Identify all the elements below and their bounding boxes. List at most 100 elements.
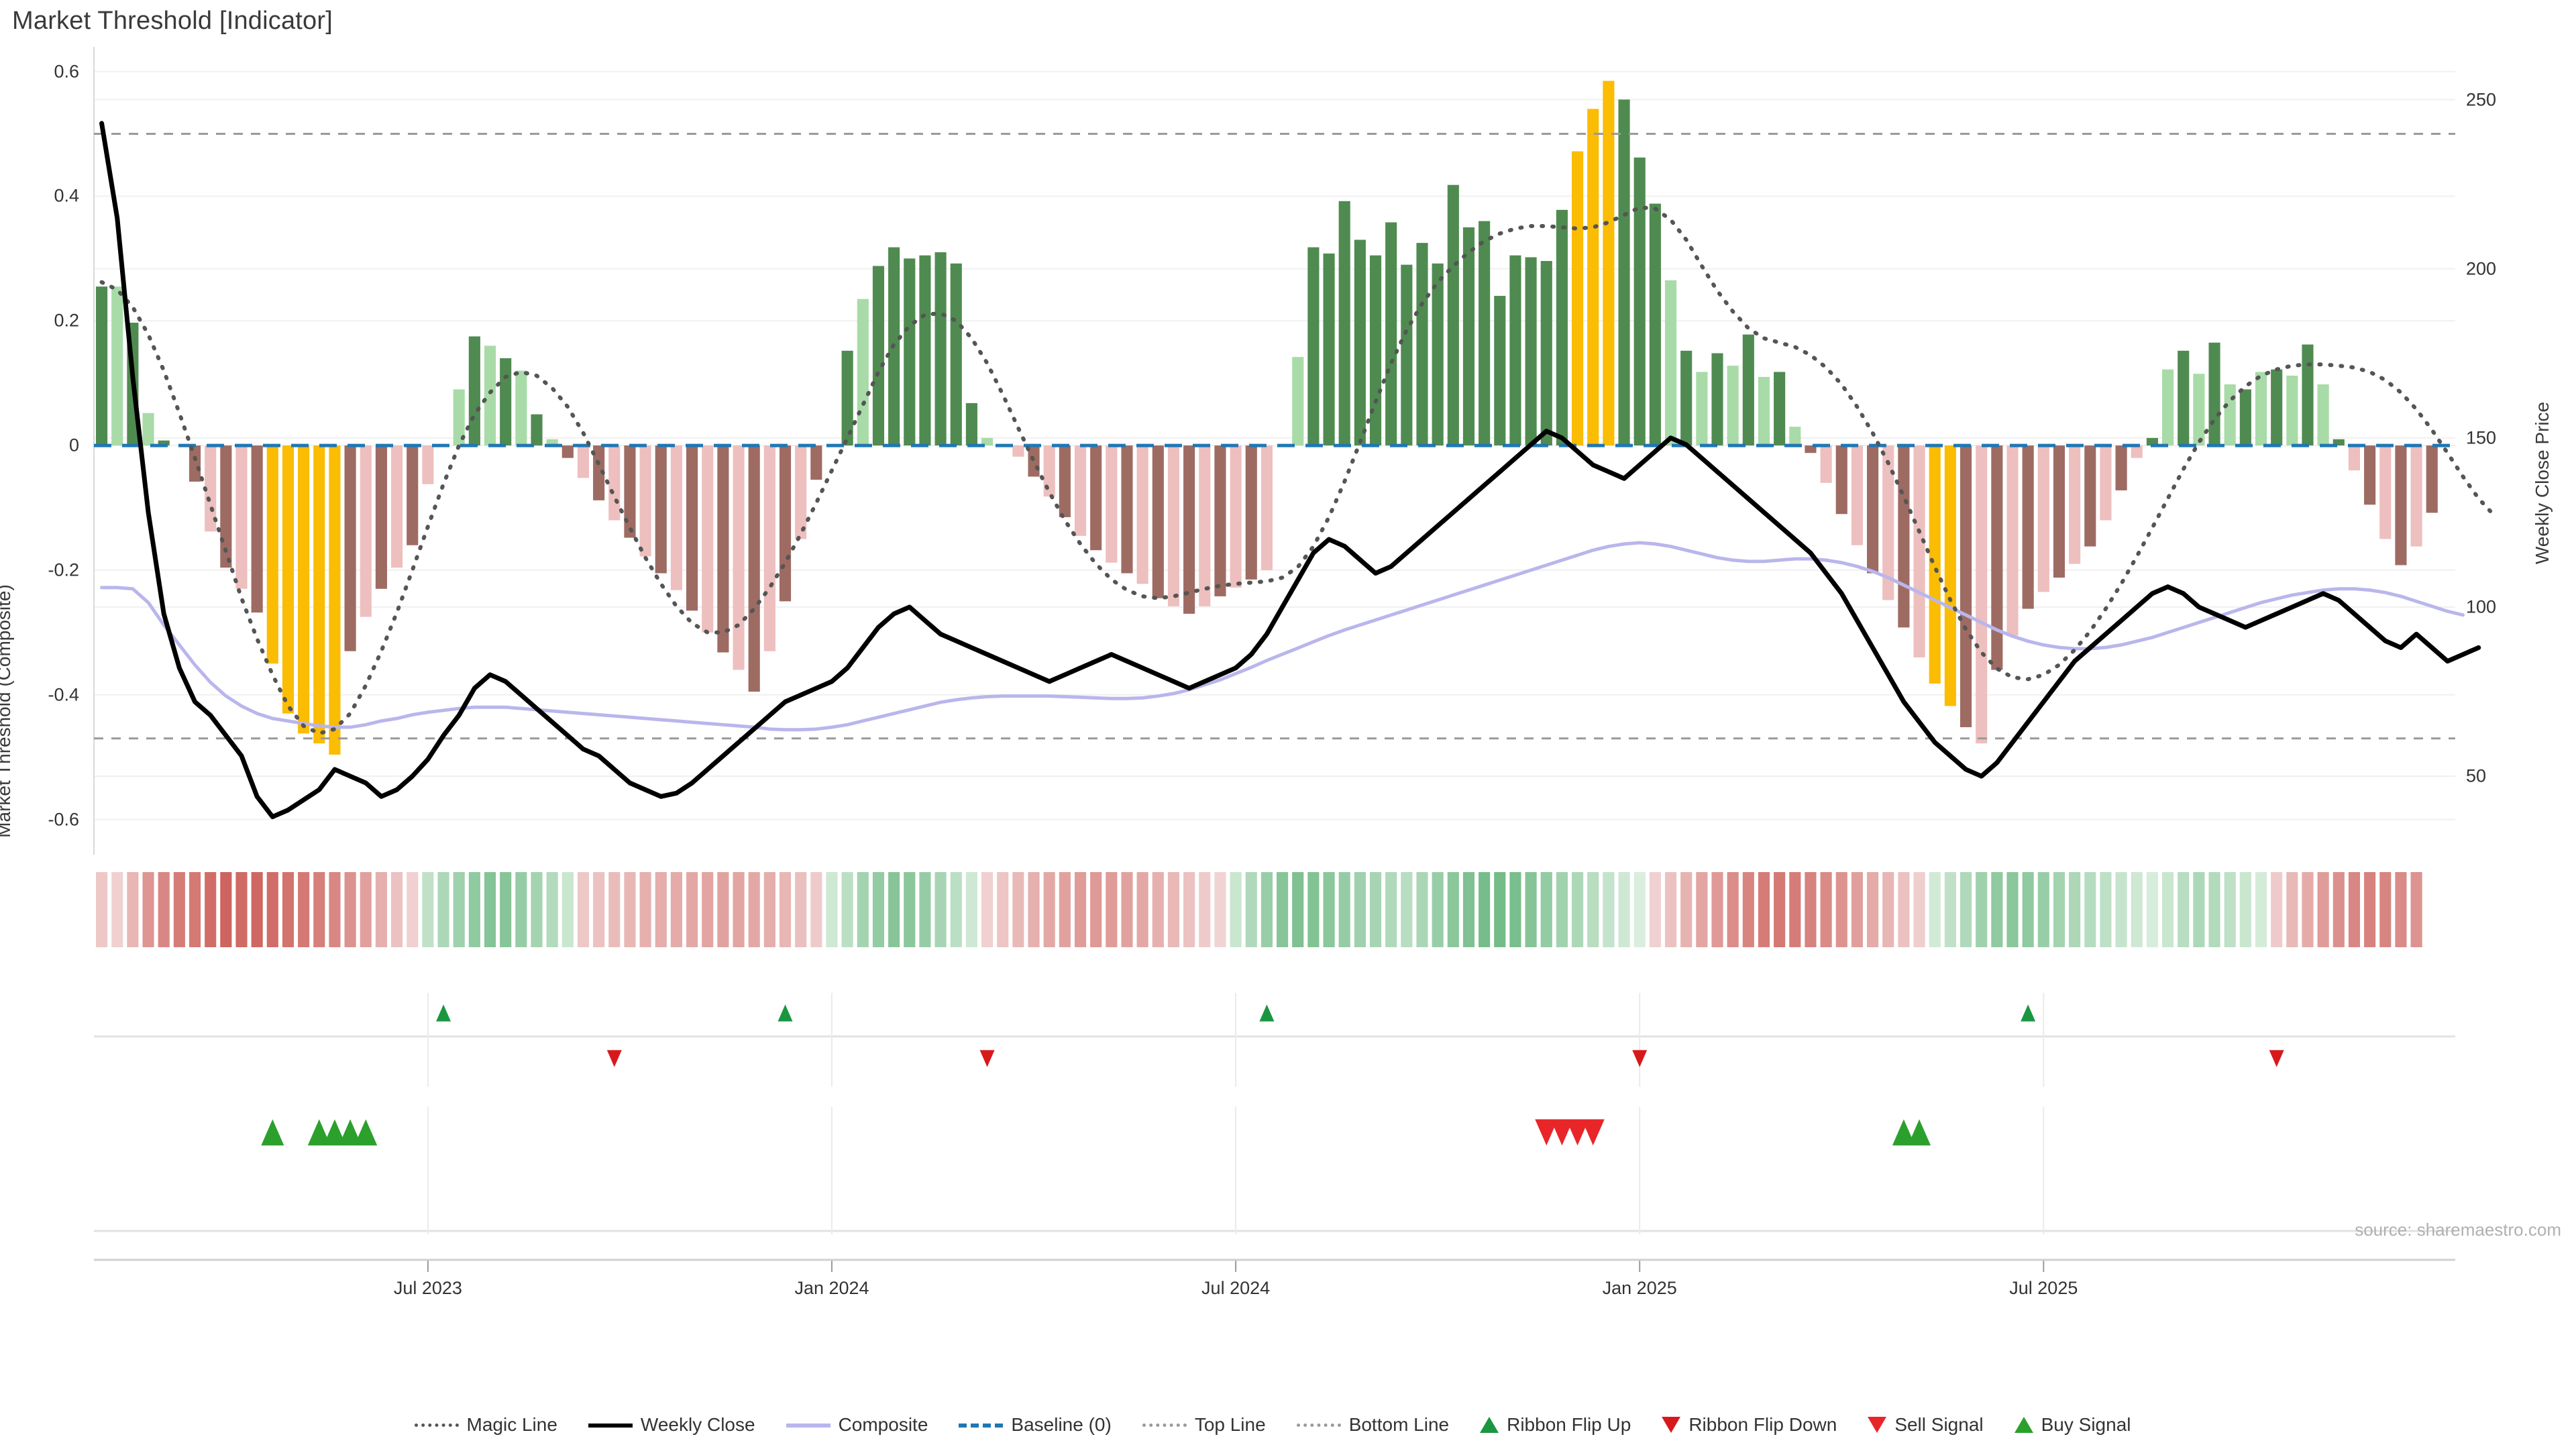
ribbon-cell — [298, 872, 310, 947]
legend-item-9[interactable]: Buy Signal — [2014, 1414, 2131, 1436]
ribbon-cell — [1680, 872, 1693, 947]
y-axis-left-tick-label: 0.6 — [54, 61, 79, 82]
histogram-bar — [934, 252, 947, 446]
ribbon-cell — [1929, 872, 1941, 947]
ribbon-cell — [561, 872, 574, 947]
ribbon-cell — [2348, 872, 2361, 947]
ribbon-cell — [1789, 872, 1801, 947]
ribbon-cell — [142, 872, 154, 947]
histogram-bar — [1991, 445, 2003, 670]
ribbon-cell — [1898, 872, 1910, 947]
histogram-bar — [904, 258, 916, 446]
histogram-bar — [375, 445, 387, 589]
ribbon-cell — [2193, 872, 2205, 947]
ribbon-cell — [1696, 872, 1708, 947]
legend-item-1[interactable]: Weekly Close — [588, 1414, 755, 1436]
ribbon-cell — [391, 872, 403, 947]
dotted-line-swatch-icon — [414, 1417, 459, 1432]
ribbon-cell — [1649, 872, 1661, 947]
legend-item-6[interactable]: Ribbon Flip Up — [1480, 1414, 1631, 1436]
ribbon-cell — [1323, 872, 1335, 947]
histogram-bar — [1929, 445, 1941, 684]
ribbon-cell — [2395, 872, 2407, 947]
buy-signal-marker — [354, 1119, 378, 1146]
histogram-bar — [2286, 376, 2298, 446]
y-axis-left-tick-label: 0.4 — [54, 185, 79, 206]
ribbon-cell — [111, 872, 123, 947]
sell-signal-marker — [1581, 1119, 1605, 1146]
ribbon-cell — [2255, 872, 2267, 947]
histogram-bar — [2022, 445, 2034, 609]
histogram-bar — [1603, 80, 1615, 446]
histogram-bar — [655, 445, 667, 574]
ribbon-cell — [1260, 872, 1273, 947]
ribbon-cell — [96, 872, 108, 947]
y-axis-right-tick-label: 100 — [2466, 596, 2497, 617]
ribbon-cell — [1416, 872, 1428, 947]
ribbon-cell — [997, 872, 1009, 947]
histogram-bar — [2395, 445, 2407, 566]
y-axis-left-tick-label: -0.2 — [48, 559, 79, 580]
histogram-bar — [841, 350, 853, 446]
histogram-bar — [1587, 109, 1599, 446]
histogram-bar — [1509, 255, 1521, 446]
ribbon-cell — [1944, 872, 1956, 947]
ribbon-cell — [1774, 872, 1786, 947]
legend-item-2[interactable]: Composite — [786, 1414, 928, 1436]
histogram-bar — [2193, 374, 2205, 446]
ribbon-cell — [484, 872, 496, 947]
histogram-bar — [2348, 445, 2361, 471]
ribbon-cell — [1369, 872, 1382, 947]
ribbon-cell — [655, 872, 667, 947]
histogram-bar — [1462, 227, 1475, 446]
histogram-bar — [2131, 445, 2143, 458]
ribbon-cell — [468, 872, 480, 947]
histogram-bar — [500, 358, 512, 446]
legend-item-7[interactable]: Ribbon Flip Down — [1662, 1414, 1837, 1436]
histogram-bar — [2100, 445, 2112, 521]
legend-item-5[interactable]: Bottom Line — [1296, 1414, 1449, 1436]
histogram-bar — [624, 445, 636, 538]
histogram-bar — [1774, 372, 1786, 446]
ribbon-cell — [1074, 872, 1087, 947]
y-axis-left-tick-label: 0.2 — [54, 310, 79, 331]
legend-item-3[interactable]: Baseline (0) — [959, 1414, 1112, 1436]
ribbon-cell — [1664, 872, 1677, 947]
ribbon-cell — [2084, 872, 2096, 947]
triangle-down-icon — [1662, 1417, 1681, 1433]
histogram-bar — [1696, 372, 1708, 446]
ribbon-cell — [2053, 872, 2065, 947]
histogram-bar — [142, 413, 154, 446]
histogram-bar — [422, 445, 434, 484]
legend-item-label: Buy Signal — [2041, 1414, 2131, 1435]
histogram-bar — [2178, 350, 2190, 446]
ribbon-cell — [670, 872, 682, 947]
legend-item-8[interactable]: Sell Signal — [1868, 1414, 1984, 1436]
histogram-bar — [2271, 369, 2283, 446]
histogram-bar — [1664, 280, 1677, 446]
legend-item-4[interactable]: Top Line — [1142, 1414, 1266, 1436]
histogram-bar — [639, 445, 651, 557]
legend-item-label: Weekly Close — [640, 1414, 755, 1435]
legend-item-0[interactable]: Magic Line — [414, 1414, 557, 1436]
ribbon-cell — [1432, 872, 1444, 947]
histogram-bar — [950, 263, 962, 446]
histogram-bar — [484, 345, 496, 446]
ribbon-cell — [763, 872, 775, 947]
histogram-bar — [872, 266, 885, 446]
ribbon-cell — [919, 872, 931, 947]
histogram-bar — [2224, 384, 2236, 446]
histogram-bar — [795, 445, 807, 539]
legend-item-label: Ribbon Flip Down — [1688, 1414, 1837, 1435]
histogram-bar — [1385, 222, 1397, 446]
histogram-bar — [1805, 445, 1817, 453]
ribbon-cell — [1603, 872, 1615, 947]
histogram-bar — [2006, 445, 2019, 636]
ribbon-cell — [2100, 872, 2112, 947]
ribbon-cell — [2006, 872, 2019, 947]
ribbon-cell — [1835, 872, 1847, 947]
ribbon-cell — [1991, 872, 2003, 947]
ribbon-cell — [1354, 872, 1366, 947]
histogram-bar — [1494, 296, 1506, 446]
